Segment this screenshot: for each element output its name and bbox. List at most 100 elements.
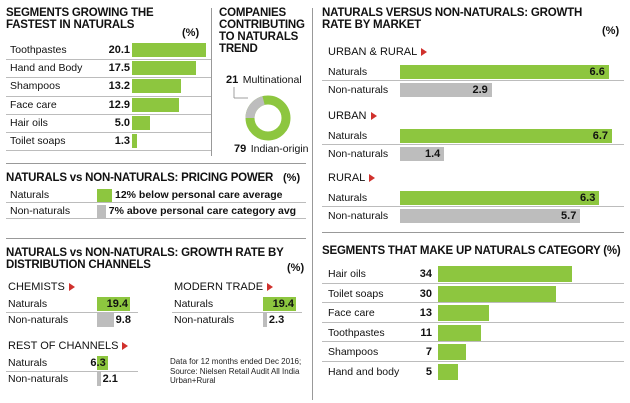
separator [211, 8, 212, 156]
market-title: NATURALS VERSUS NON-NATURALS: GROWTH RATE… [322, 7, 583, 31]
category-label: Hair oils [328, 268, 366, 280]
row-divider [322, 282, 624, 284]
bar [400, 191, 600, 205]
data-label: 5.7 [561, 210, 577, 222]
separator [6, 163, 306, 164]
row-divider [322, 144, 624, 145]
row-divider [6, 77, 211, 79]
channels-title: NATURALS vs NON-NATURALS: GROWTH RATE BY… [6, 247, 284, 271]
category-label: Toothpastes [328, 326, 385, 339]
category-label: Shampoos [328, 346, 379, 359]
category-label: Non-naturals [10, 205, 71, 217]
bar [132, 61, 197, 76]
bar [438, 324, 482, 341]
data-label: 13.2 [108, 80, 130, 93]
marker-icon [68, 283, 75, 292]
bar [438, 285, 557, 302]
market-unit: (%) [602, 25, 620, 37]
category-label: Face care [328, 307, 375, 320]
category-label: Hair oils [10, 116, 48, 129]
row-divider [6, 371, 138, 372]
bar [97, 189, 112, 202]
category-label: Naturals [8, 357, 48, 369]
data-label: 11 [420, 326, 432, 339]
data-label: 6.3 [90, 357, 106, 369]
channels-unit: (%) [287, 262, 305, 274]
bar [438, 305, 490, 322]
bar [97, 297, 130, 311]
category-label: Naturals [328, 66, 368, 78]
data-label: 17.5 [108, 62, 130, 75]
data-label: 6.7 [592, 130, 608, 142]
category-label: Non-naturals [8, 314, 69, 326]
data-label: 19.4 [106, 298, 128, 310]
mix-title: SEGMENTS THAT MAKE UP NATURALS CATEGORY … [322, 245, 621, 257]
row-divider [322, 361, 624, 362]
category-label: Toilet soaps [328, 287, 384, 300]
category-label: Toilet soaps [10, 135, 66, 147]
row-divider [322, 206, 624, 207]
bar [97, 356, 108, 370]
data-label: 6.6 [589, 66, 605, 78]
data-label: 1.3 [114, 135, 130, 147]
bar [132, 97, 180, 112]
bar [132, 79, 181, 94]
group-label: MODERN TRADE [174, 281, 274, 293]
bar [438, 364, 458, 380]
data-label: 19.4 [272, 298, 294, 310]
data-label: 30 [419, 287, 432, 300]
fastest-unit: (%) [182, 27, 200, 39]
bar [400, 209, 581, 223]
row-divider [172, 312, 302, 313]
row-divider [6, 312, 138, 313]
separator [312, 8, 313, 400]
data-label: 13 [419, 307, 432, 320]
bar [263, 313, 267, 327]
pie-in-name: Indian-origin [250, 143, 309, 155]
marker-icon [421, 48, 428, 57]
bar [400, 147, 445, 161]
pricing-unit: (%) [283, 172, 301, 184]
row-divider [6, 132, 211, 133]
row-divider [322, 321, 624, 323]
data-label: 1.4 [425, 148, 441, 160]
bar [400, 83, 492, 97]
category-label: Naturals [328, 130, 368, 142]
category-label: Toothpastes [10, 44, 67, 56]
row-divider [6, 113, 211, 115]
category-label: Non-naturals [328, 84, 389, 96]
bar [132, 115, 151, 130]
separator [6, 238, 306, 239]
pie-label-multinational: 21 Multinational [226, 70, 302, 88]
pie-mn-name: Multinational [242, 74, 302, 86]
data-label: 6.3 [580, 192, 596, 204]
group-label: CHEMISTS [8, 281, 75, 293]
annotation: 7% above personal care category avg [108, 205, 297, 217]
category-label: Non-naturals [8, 373, 69, 385]
marker-icon [369, 174, 376, 183]
bar [132, 43, 206, 57]
row-divider [6, 95, 211, 97]
category-label: Hand and Body [10, 62, 83, 75]
pricing-title: NATURALS vs NON-NATURALS: PRICING POWER [6, 172, 274, 184]
bar [97, 313, 114, 327]
category-label: Hand and body [328, 366, 400, 378]
row-divider [322, 80, 624, 81]
category-label: Face care [10, 98, 57, 111]
category-label: Naturals [8, 298, 48, 310]
pie-svg [233, 87, 291, 141]
category-label: Naturals [10, 189, 50, 201]
pie-mn-value: 21 [226, 74, 239, 86]
bar [97, 372, 101, 386]
separator [322, 232, 624, 233]
data-label: 7 [425, 346, 432, 359]
group-label: RURAL [328, 172, 376, 184]
pie-title: COMPANIES CONTRIBUTING TO NATURALS TREND [219, 7, 305, 55]
data-label: 2.1 [102, 373, 118, 385]
group-label: URBAN & RURAL [328, 46, 428, 58]
row-divider [6, 59, 211, 61]
data-label: 9.8 [115, 314, 131, 326]
category-label: Naturals [328, 192, 368, 204]
marker-icon [370, 112, 377, 121]
marker-icon [122, 342, 129, 351]
